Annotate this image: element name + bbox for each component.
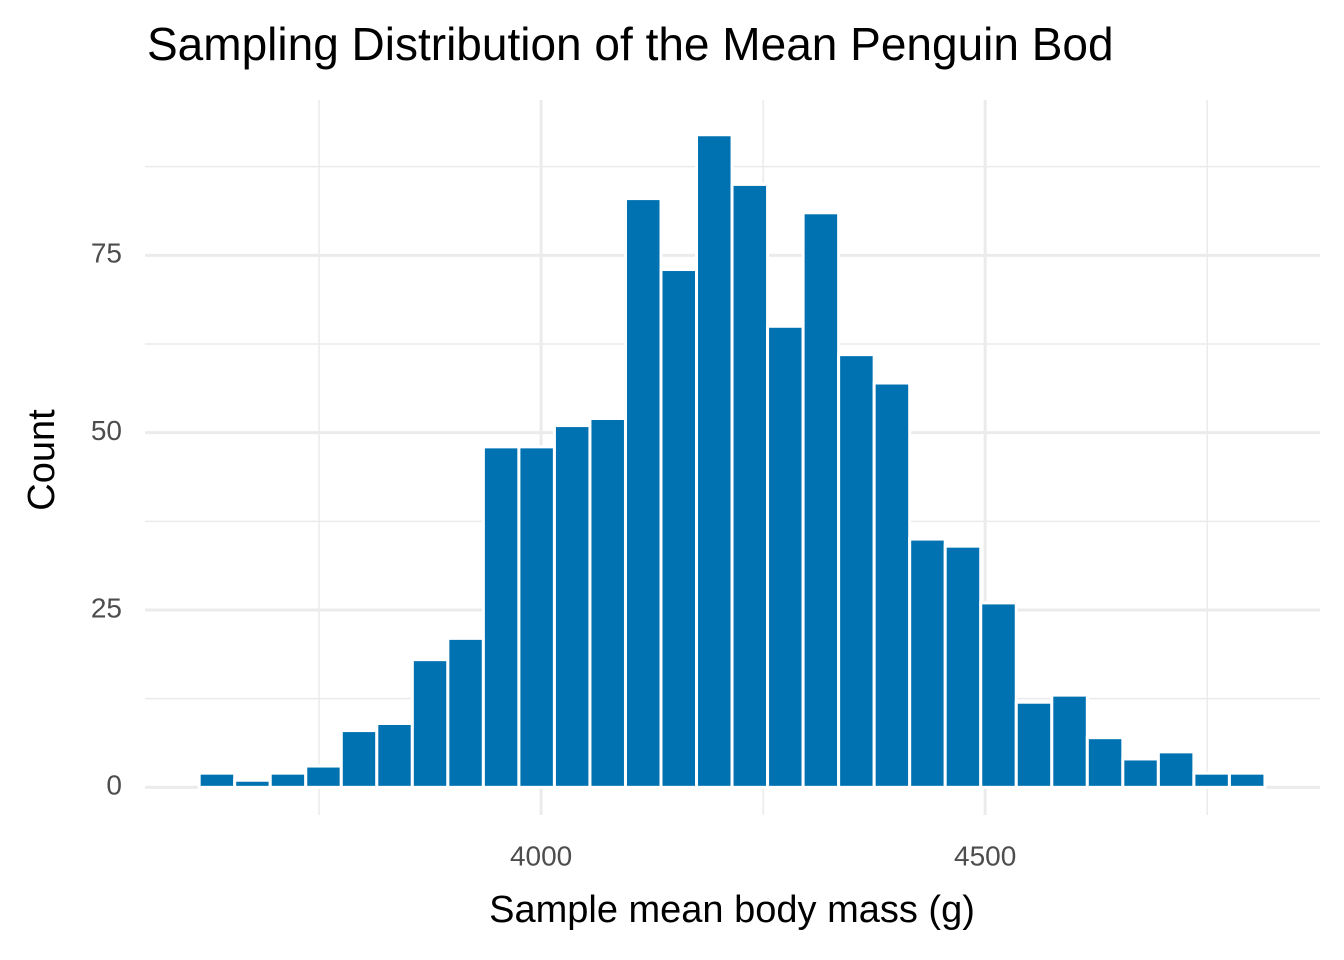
bar [623, 197, 663, 789]
chart-title: Sampling Distribution of the Mean Pengui… [147, 18, 1114, 70]
x-axis-label: Sample mean body mass (g) [489, 889, 975, 931]
x-tick-label: 4000 [510, 840, 572, 871]
bar [1050, 693, 1089, 789]
bar [943, 544, 983, 789]
bar [410, 658, 450, 789]
bar [872, 381, 912, 789]
y-tick-label: 0 [106, 770, 122, 801]
bar [375, 721, 414, 789]
bar [517, 445, 556, 789]
bar [1121, 757, 1160, 789]
bar [446, 636, 485, 789]
bar [197, 771, 237, 789]
bar [1085, 736, 1125, 789]
bar [304, 764, 343, 789]
bar [1192, 771, 1231, 789]
bar [979, 601, 1018, 789]
y-tick-label: 25 [91, 592, 122, 623]
bar [481, 445, 521, 789]
y-axis-label: Count [21, 409, 63, 511]
x-tick-label: 4500 [954, 840, 1016, 871]
bar [1156, 750, 1196, 789]
bar [1227, 771, 1267, 789]
bar [588, 416, 627, 789]
bar [552, 424, 592, 789]
bar [730, 182, 770, 789]
bar [268, 771, 308, 789]
bar [766, 324, 805, 789]
y-tick-label: 50 [91, 415, 122, 446]
bar [233, 778, 272, 789]
bar [1014, 700, 1054, 789]
bar [695, 133, 734, 789]
bar [801, 211, 841, 789]
bar [908, 537, 947, 789]
bar [659, 268, 699, 789]
y-tick-label: 75 [91, 238, 122, 269]
bar [837, 353, 876, 789]
bar [339, 729, 379, 789]
